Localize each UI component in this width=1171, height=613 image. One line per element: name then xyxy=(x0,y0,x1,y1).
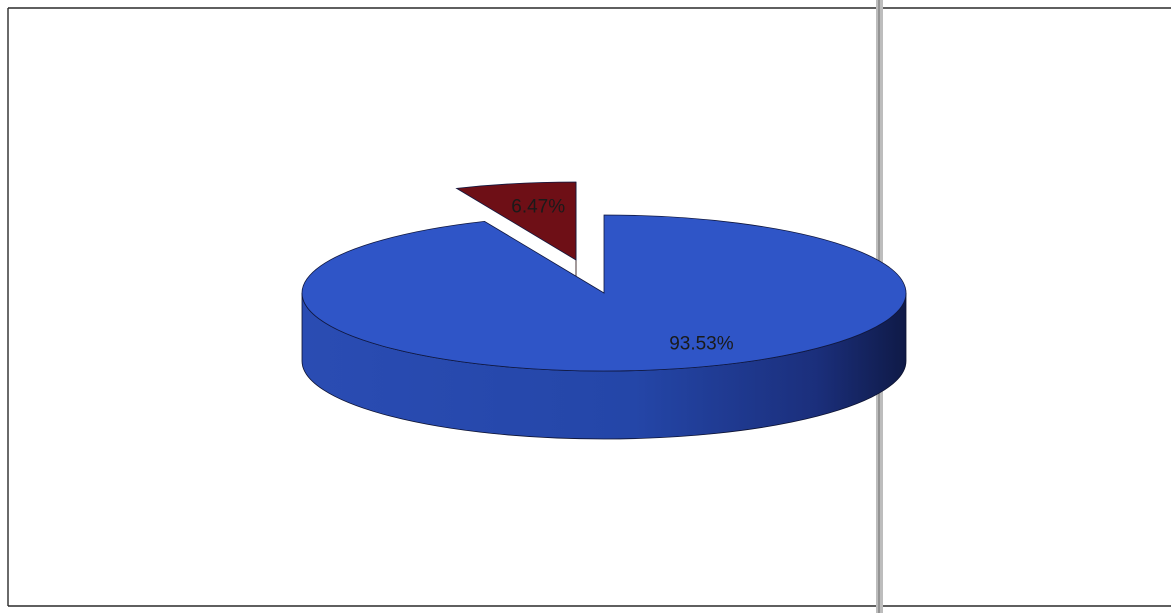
pie-label-layer: 93.53% 6.47% xyxy=(511,197,733,355)
pie-slice-2 xyxy=(455,181,577,261)
pie-slice-label-2: 6.47% xyxy=(511,197,565,218)
pie-slice-label-1: 93.53% xyxy=(669,333,734,354)
pie-top-layer xyxy=(301,181,907,372)
pie-slice-1 xyxy=(301,214,907,372)
